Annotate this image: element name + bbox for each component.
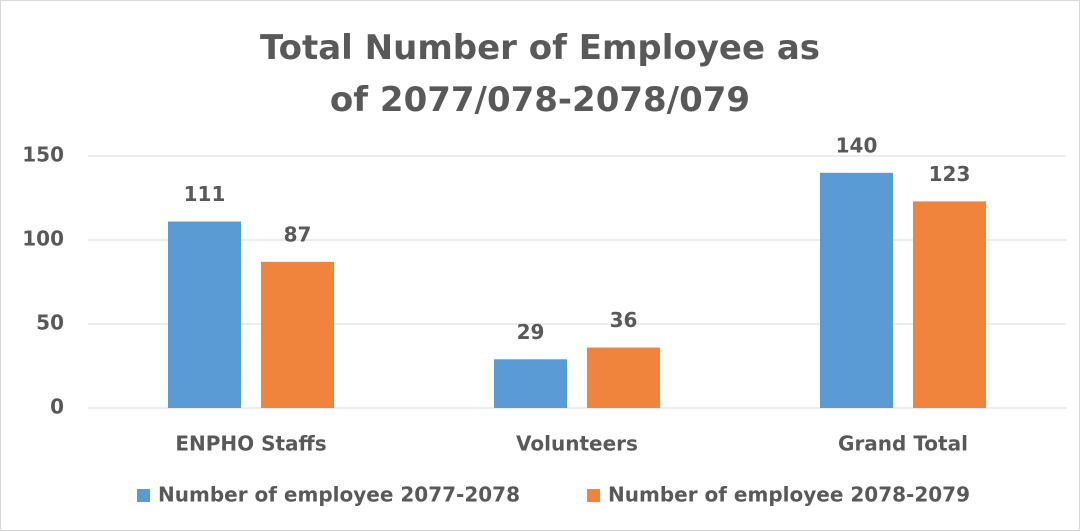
bar — [168, 221, 241, 408]
bar — [820, 172, 893, 408]
data-label: 111 — [184, 182, 226, 206]
data-label: 29 — [517, 320, 545, 344]
bar — [913, 201, 986, 408]
bar — [494, 359, 567, 408]
legend-swatch — [587, 489, 600, 502]
legend-label: Number of employee 2078-2079 — [608, 483, 970, 507]
x-tick-label: Volunteers — [516, 432, 638, 456]
bar — [587, 347, 660, 408]
data-label: 36 — [610, 308, 638, 332]
data-label: 140 — [836, 133, 878, 157]
bar — [261, 261, 334, 408]
y-tick-label: 0 — [50, 395, 64, 419]
legend-label: Number of employee 2077-2078 — [158, 483, 520, 507]
y-tick-label: 100 — [22, 227, 64, 251]
legend-swatch — [137, 489, 150, 502]
chart-title: Total Number of Employee as of 2077/078-… — [259, 28, 821, 120]
data-label: 123 — [929, 162, 971, 186]
y-tick-label: 150 — [22, 143, 64, 167]
y-tick-label: 50 — [36, 311, 64, 335]
x-tick-label: Grand Total — [838, 432, 968, 456]
x-tick-label: ENPHO Staffs — [175, 432, 326, 456]
data-label: 87 — [284, 222, 312, 246]
